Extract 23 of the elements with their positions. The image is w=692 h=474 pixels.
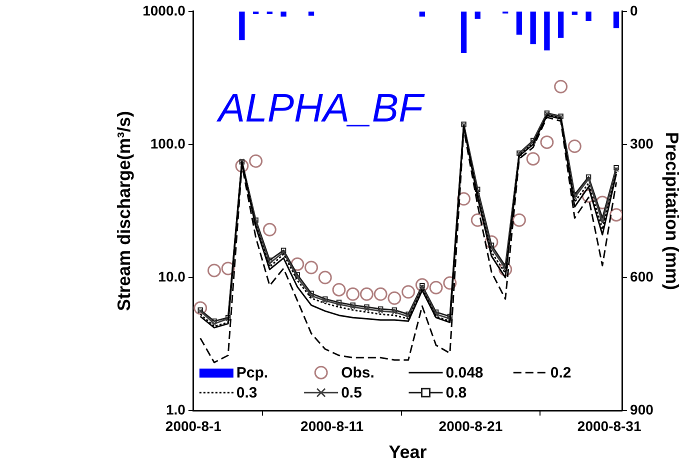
y-tick-label: 1.0 — [166, 401, 186, 418]
y2-tick-label: 600 — [630, 268, 654, 284]
x-tick-label: 2000-8-11 — [300, 418, 364, 434]
y2-tick-label: 900 — [630, 401, 654, 418]
legend-label: 0.2 — [550, 364, 572, 382]
x-axis-title: Year — [388, 442, 427, 462]
x-tick-label: 2000-8-21 — [438, 418, 503, 434]
y2-axis-title: Precipitation (mm) — [662, 132, 682, 290]
annotation: ALPHA_BF — [216, 86, 426, 130]
y-tick-label: 10.0 — [158, 268, 186, 284]
legend-label: 0.8 — [446, 384, 467, 402]
legend-label: 0.5 — [341, 384, 362, 402]
y-axis-title: Stream discharge(m³/s) — [114, 110, 134, 312]
y2-tick-label: 300 — [630, 135, 654, 152]
legend-label: Obs. — [341, 364, 374, 382]
y2-tick-label: 0 — [630, 2, 638, 18]
legend-label: Pcp. — [236, 364, 268, 382]
y-tick-label: 100.0 — [150, 135, 186, 152]
legend-label: 0.3 — [236, 384, 258, 402]
x-tick-label: 2000-8-31 — [577, 418, 642, 434]
y-tick-label: 1000.0 — [142, 2, 186, 18]
legend-label: 0.048 — [446, 364, 484, 382]
x-tick-label: 2000-8-1 — [165, 418, 222, 434]
